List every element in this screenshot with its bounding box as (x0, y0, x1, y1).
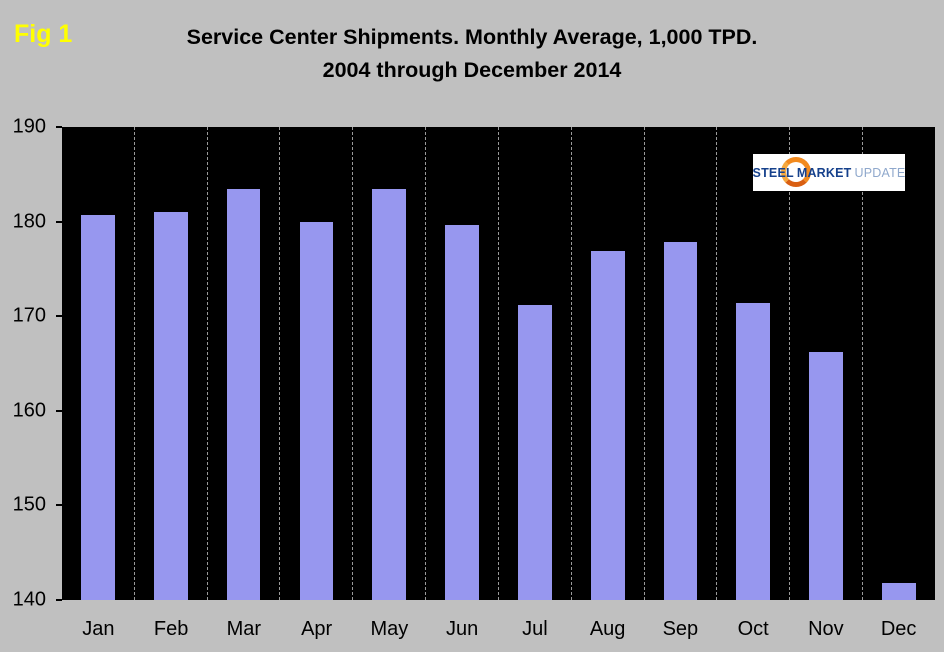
x-axis-label-jul: Jul (522, 618, 548, 640)
bar-slot (643, 127, 717, 600)
y-axis-label-190: 190 (12, 115, 46, 138)
bar-slot (716, 127, 789, 600)
bar-slot (425, 127, 498, 600)
bar-slot (62, 127, 134, 600)
y-axis-tick (56, 599, 62, 601)
bar-nov (809, 352, 844, 600)
x-axis-label-mar: Mar (226, 618, 262, 640)
x-axis-label-jan: Jan (82, 618, 115, 640)
y-axis-tick (56, 126, 62, 128)
logo-text: STEEL MARKET UPDATE (753, 166, 906, 180)
bar-jul (518, 304, 552, 600)
y-axis-label-150: 150 (12, 493, 46, 516)
logo-word-market: MARKET (796, 165, 852, 180)
logo-orange-ring-icon (781, 157, 811, 187)
x-axis-label-jun: Jun (446, 618, 479, 640)
bar-oct (736, 302, 771, 600)
x-axis-label-oct: Oct (737, 618, 769, 640)
x-axis-label-apr: Apr (301, 618, 333, 640)
x-axis-label-aug: Aug (589, 618, 626, 640)
x-axis-labels: Jan Feb Mar Apr May Jun Jul Aug Sep Oct Nov Dec (62, 618, 935, 641)
bar-slot (206, 127, 280, 600)
y-axis-label-140: 140 (12, 588, 46, 611)
bar-jan (81, 214, 115, 600)
bar-jun (445, 225, 479, 600)
y-axis-label-170: 170 (12, 304, 46, 327)
bar-slot (352, 127, 425, 600)
figure-label: Fig 1 (14, 20, 73, 48)
x-axis-label-nov: Nov (808, 618, 844, 640)
logo-word-steel: STEEL (752, 165, 794, 180)
y-axis-tick (56, 504, 62, 507)
chart-title-line2: 2004 through December 2014 (322, 58, 622, 82)
x-axis-label-feb: Feb (153, 618, 189, 640)
y-axis-tick (56, 220, 62, 223)
bar-slot (497, 127, 571, 600)
bar-sep (663, 242, 698, 600)
x-axis-label-may: May (370, 618, 409, 640)
bar-feb (153, 212, 188, 600)
x-axis-label-sep: Sep (662, 618, 699, 640)
y-axis: 190 180 170 160 150 140 (0, 116, 62, 611)
chart-title: Service Center Shipments. Monthly Averag… (0, 21, 944, 87)
y-axis-label-160: 160 (12, 399, 46, 422)
bar-may (372, 188, 407, 600)
plot-area: STEEL MARKET UPDATE (62, 127, 935, 600)
bar-slot (789, 127, 862, 600)
bar-aug (590, 250, 625, 600)
bar-slot (570, 127, 644, 600)
logo-word-update: UPDATE (854, 165, 906, 180)
y-axis-tick (56, 409, 62, 412)
steel-market-update-logo: STEEL MARKET UPDATE (753, 154, 905, 191)
bar-dec (882, 582, 916, 600)
bar-mar (226, 189, 261, 600)
bar-slot (279, 127, 352, 600)
x-axis-label-dec: Dec (880, 618, 917, 640)
chart-title-line1: Service Center Shipments. Monthly Averag… (186, 25, 758, 49)
y-axis-tick (56, 315, 62, 318)
bar-slot (862, 127, 935, 600)
bar-slot (133, 127, 207, 600)
bar-apr (299, 221, 334, 600)
y-axis-label-180: 180 (12, 210, 46, 233)
